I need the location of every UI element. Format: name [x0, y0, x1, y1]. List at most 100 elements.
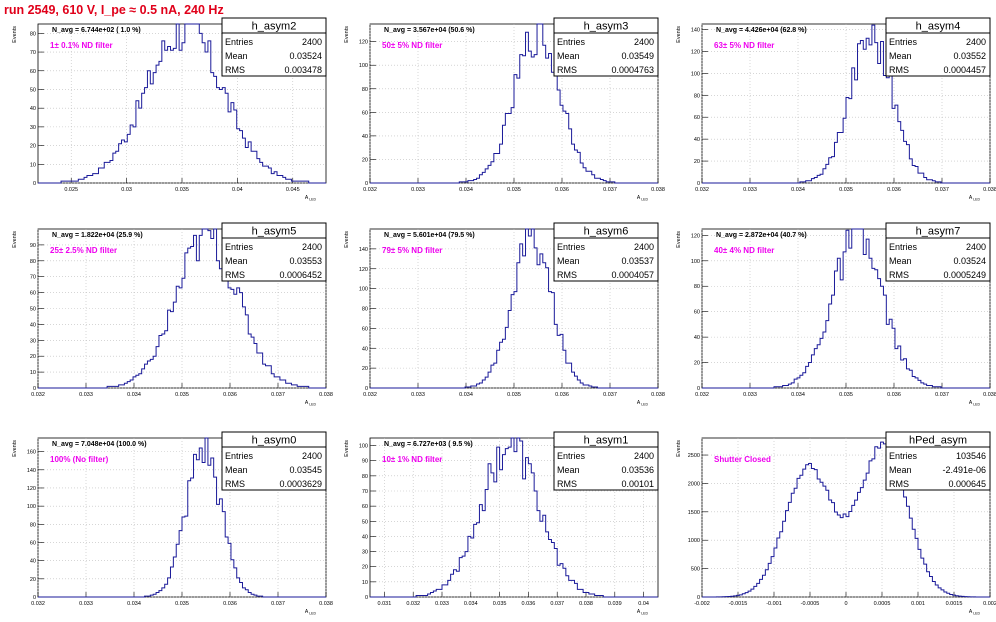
filter-label: 10± 1% ND filter	[382, 455, 442, 464]
filter-label: 25± 2.5% ND filter	[50, 246, 117, 255]
stats-value: 0.03524	[953, 256, 986, 266]
x-tick-label: 0.036	[223, 601, 237, 607]
x-tick-label: 0.037	[603, 392, 617, 398]
y-tick-label: 40	[30, 559, 36, 565]
x-tick-label: 0.036	[887, 392, 901, 398]
y-tick-label: 60	[362, 110, 368, 116]
n-avg-label: N_avg = 2.872e+04 (40.7 %)	[716, 232, 807, 239]
x-tick-label: 0.036	[522, 601, 536, 607]
x-tick-label: -0.001	[766, 601, 782, 607]
y-tick-label: 0	[697, 386, 700, 392]
filter-label: 40± 4% ND filter	[714, 246, 774, 255]
stats-value: 0.0005249	[943, 270, 986, 280]
stats-label: Entries	[557, 242, 586, 252]
stats-title: h_asym5	[252, 226, 297, 238]
x-tick-label: 0.001	[911, 601, 925, 607]
y-tick-label: 0	[697, 181, 700, 187]
x-tick-label: 0.032	[31, 392, 45, 398]
y-tick-label: 60	[694, 310, 700, 316]
stats-label: Entries	[889, 242, 918, 252]
y-tick-label: 0	[33, 181, 36, 187]
x-tick-label: 0.036	[555, 187, 569, 193]
x-tick-label: 0.037	[271, 392, 285, 398]
x-tick-label: 0.033	[743, 187, 757, 193]
x-tick-label: 0.038	[983, 392, 996, 398]
x-tick-label: 0.035	[175, 392, 189, 398]
stats-box: h_asym4 Entries 2400 Mean 0.03552 RMS 0.000445…	[885, 17, 991, 77]
y-tick-label: 60	[30, 540, 36, 546]
stats-value: 0.03545	[289, 465, 322, 475]
x-tick-label: 0.038	[319, 601, 333, 607]
stats-box: h_asym6 Entries 2400 Mean 0.03537 RMS 0.000405…	[553, 222, 659, 282]
x-axis-label: ALED	[637, 195, 649, 202]
x-axis-label: ALED	[637, 400, 649, 407]
x-tick-label: 0.0015	[946, 601, 963, 607]
y-tick-label: 70	[30, 275, 36, 281]
y-tick-label: 0	[365, 386, 368, 392]
stats-label: Entries	[889, 37, 918, 47]
y-tick-label: 120	[359, 267, 368, 273]
canvas-title: run 2549, 610 V, I_pe ≈ 0.5 nA, 240 Hz	[4, 3, 224, 17]
stats-label: RMS	[225, 65, 245, 75]
stats-label: RMS	[889, 479, 909, 489]
x-axis-label: ALED	[969, 400, 981, 407]
stats-value: 0.03537	[621, 256, 654, 266]
x-tick-label: 0.034	[791, 187, 805, 193]
stats-value: 2400	[634, 242, 654, 252]
x-tick-label: 0.035	[175, 187, 189, 193]
filter-label: 63± 5% ND filter	[714, 41, 774, 50]
x-tick-label: -0.002	[694, 601, 710, 607]
x-tick-label: 0.037	[603, 187, 617, 193]
y-tick-label: 60	[30, 69, 36, 75]
x-tick-label: 0.033	[743, 392, 757, 398]
y-axis-label: Events	[344, 231, 350, 248]
filter-label: 79± 5% ND filter	[382, 246, 442, 255]
stats-value: 0.03553	[289, 256, 322, 266]
y-tick-label: 2000	[688, 481, 700, 487]
x-tick-label: 0.04	[638, 601, 649, 607]
y-tick-label: 40	[362, 534, 368, 540]
x-tick-label: 0.036	[223, 392, 237, 398]
y-tick-label: 0	[33, 595, 36, 601]
x-tick-label: 0.032	[695, 187, 709, 193]
y-axis-label: Events	[12, 440, 18, 457]
panel-h_asym4: 0.032 0.033 0.034 0.035 0.036 0.037 0.038 0 20 40…	[676, 17, 996, 202]
stats-label: Mean	[557, 465, 580, 475]
y-axis-label: Events	[344, 26, 350, 43]
y-tick-label: 80	[30, 31, 36, 37]
stats-label: Mean	[225, 465, 248, 475]
stats-value: 2400	[634, 451, 654, 461]
panel-h_asym6: 0.032 0.033 0.034 0.035 0.036 0.037 0.038 0 20 40…	[344, 222, 665, 407]
x-tick-label: 0.034	[127, 601, 141, 607]
y-tick-label: 80	[362, 87, 368, 93]
stats-value: -2.491e-06	[942, 465, 986, 475]
stats-label: Entries	[225, 451, 254, 461]
stats-title: h_asym7	[916, 226, 961, 238]
x-tick-label: 0.035	[175, 601, 189, 607]
stats-title: h_asym6	[584, 226, 629, 238]
x-tick-label: 0.035	[839, 187, 853, 193]
y-tick-label: 40	[362, 134, 368, 140]
n-avg-label: N_avg = 1.822e+04 (25.9 %)	[52, 232, 143, 239]
x-tick-label: 0.036	[887, 187, 901, 193]
y-tick-label: 100	[27, 504, 36, 510]
stats-value: 0.0004763	[611, 65, 654, 75]
y-axis-label: Events	[344, 440, 350, 457]
stats-label: Mean	[889, 465, 912, 475]
x-axis-label: ALED	[637, 609, 649, 616]
histogram-line	[370, 23, 658, 184]
stats-box: h_asym5 Entries 2400 Mean 0.03553 RMS 0.000645…	[221, 222, 327, 282]
stats-label: Mean	[225, 51, 248, 61]
panel-h_asym0: 0.032 0.033 0.034 0.035 0.036 0.037 0.038 0 20 40…	[12, 431, 333, 616]
histogram-line	[702, 24, 990, 184]
x-tick-label: 0.034	[459, 392, 473, 398]
stats-value: 0.003478	[284, 65, 322, 75]
histogram-line	[38, 437, 326, 598]
stats-label: Entries	[225, 242, 254, 252]
x-tick-label: 0.031	[378, 601, 392, 607]
stats-value: 0.03549	[621, 51, 654, 61]
stats-value: 2400	[302, 37, 322, 47]
y-tick-label: 60	[30, 291, 36, 297]
y-tick-label: 20	[362, 366, 368, 372]
histogram-line	[38, 228, 326, 389]
